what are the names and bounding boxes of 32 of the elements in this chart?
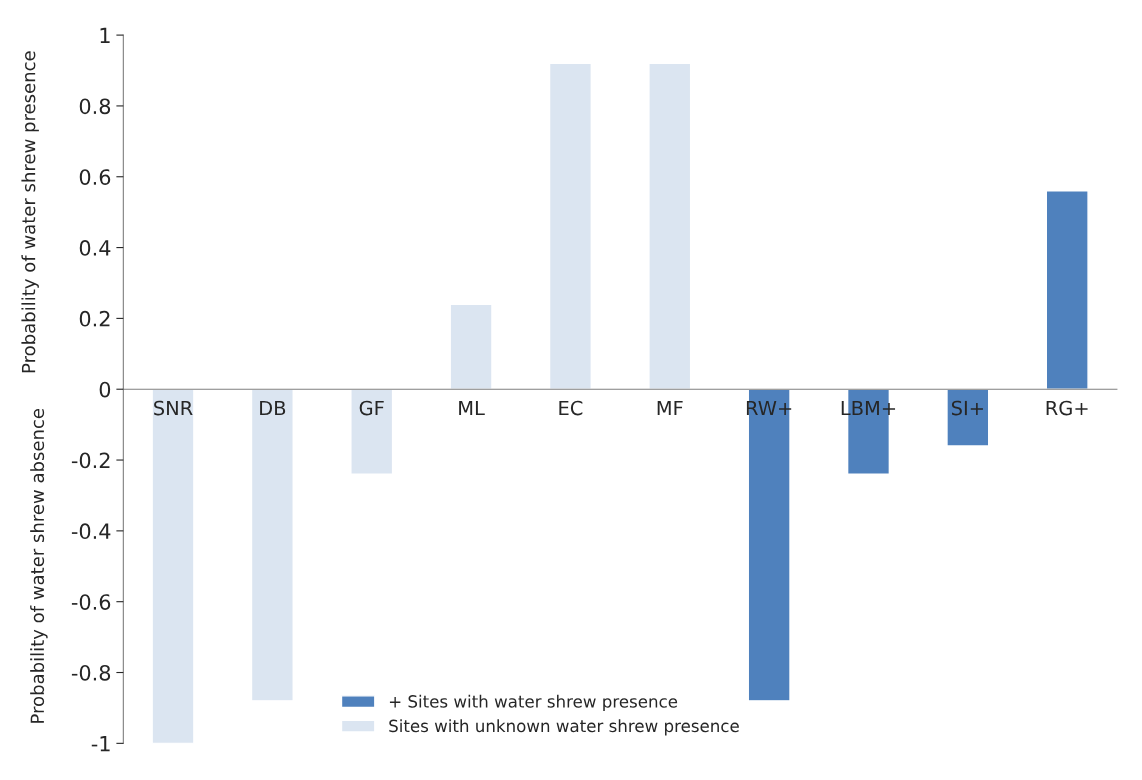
bar: [1045, 190, 1089, 390]
y-axis-title: Probability of water shrew presence: [21, 51, 39, 373]
bar: [648, 62, 692, 390]
bar: [946, 388, 990, 447]
y-tick-label: 1: [100, 27, 110, 44]
bar: [151, 388, 195, 744]
legend-label: + Sites with water shrew presence: [389, 694, 678, 711]
bar: [449, 303, 493, 390]
y-tick-label: 0.8: [79, 98, 111, 115]
y-tick-label: 0.2: [79, 310, 110, 327]
x-tick-label: SI+: [951, 400, 983, 416]
y-tick-label: 0.6: [79, 169, 111, 185]
y-tick-label: -0.2: [71, 452, 110, 469]
bar: [747, 388, 791, 702]
y-tick-label: 0.4: [79, 240, 111, 256]
y-tick-label: 0: [99, 381, 111, 398]
x-tick-label: GF: [359, 400, 384, 416]
y-tick-label: -0.4: [71, 523, 111, 540]
y-tick-label: -1: [91, 736, 110, 752]
text: Probability of water shrew absence: [30, 408, 48, 723]
x-tick-label: EC: [559, 400, 583, 416]
bar: [548, 62, 592, 390]
bar: [250, 388, 294, 702]
x-tick-label: SNR: [154, 400, 193, 416]
y-tick-label: -0.8: [71, 664, 111, 681]
legend-label: Sites with unknown water shrew presence: [389, 719, 739, 736]
bar: [350, 388, 394, 475]
x-tick-label: RG+: [1046, 400, 1088, 416]
y-tick-label: -0.6: [71, 594, 111, 610]
x-tick-label: ML: [459, 400, 485, 416]
x-tick-label: DB: [260, 400, 286, 416]
x-tick-label: MF: [657, 400, 683, 416]
